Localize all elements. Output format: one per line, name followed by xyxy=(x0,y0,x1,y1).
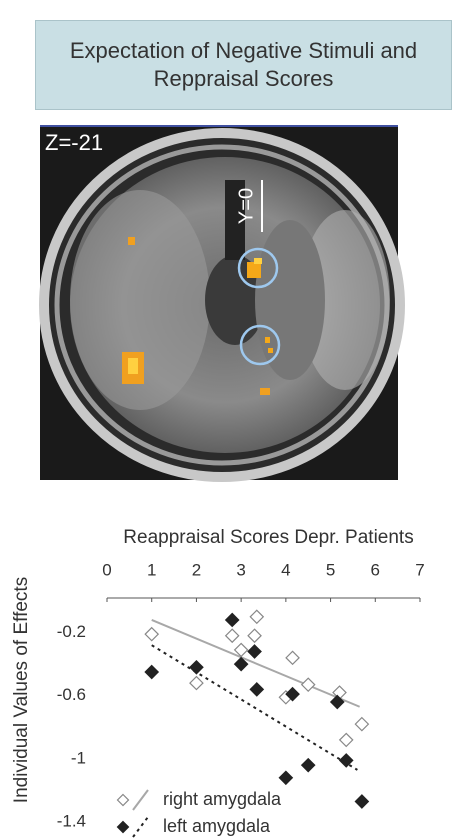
point xyxy=(190,677,203,690)
y-tick-label: -1 xyxy=(71,748,86,767)
point xyxy=(226,613,239,626)
point xyxy=(250,610,263,623)
figure: Z=-21 Y=0 Reappraisal Scores Depr. Patie… xyxy=(0,0,454,839)
point xyxy=(286,651,299,664)
y-tick-label: -0.2 xyxy=(57,622,86,641)
point xyxy=(145,666,158,679)
legend-marker xyxy=(118,822,129,833)
point xyxy=(226,629,239,642)
x-tick-label: 1 xyxy=(147,560,156,579)
y-tick-label: -1.4 xyxy=(57,811,86,830)
point xyxy=(302,678,315,691)
point xyxy=(248,645,261,658)
point xyxy=(355,795,368,808)
chart: Reappraisal Scores Depr. Patients Individ… xyxy=(11,527,425,837)
point xyxy=(279,771,292,784)
legend-label: left amygdala xyxy=(163,816,271,836)
point xyxy=(355,718,368,731)
x-tick-label: 2 xyxy=(192,560,201,579)
x-axis-label: Reappraisal Scores Depr. Patients xyxy=(123,527,413,548)
y-tick-label: -0.6 xyxy=(57,685,86,704)
legend-line xyxy=(133,817,148,837)
point xyxy=(145,628,158,641)
legend-line xyxy=(133,790,148,810)
legend-marker xyxy=(118,795,129,806)
x-tick-label: 7 xyxy=(415,560,424,579)
point xyxy=(250,683,263,696)
point xyxy=(248,629,261,642)
x-tick-label: 0 xyxy=(102,560,111,579)
point xyxy=(302,759,315,772)
x-tick-label: 3 xyxy=(236,560,245,579)
line-label: Y=0 xyxy=(235,188,257,224)
brain-image: Z=-21 Y=0 xyxy=(40,125,400,480)
slice-label: Z=-21 xyxy=(45,130,103,155)
point xyxy=(190,661,203,674)
legend-label: right amygdala xyxy=(163,789,282,809)
y-axis-label: Individual Values of Effects xyxy=(11,577,32,803)
x-tick-label: 4 xyxy=(281,560,290,579)
x-tick-label: 5 xyxy=(326,560,335,579)
point xyxy=(340,733,353,746)
x-tick-label: 6 xyxy=(371,560,380,579)
page: Expectation of Negative Stimuli and Repp… xyxy=(0,0,454,839)
